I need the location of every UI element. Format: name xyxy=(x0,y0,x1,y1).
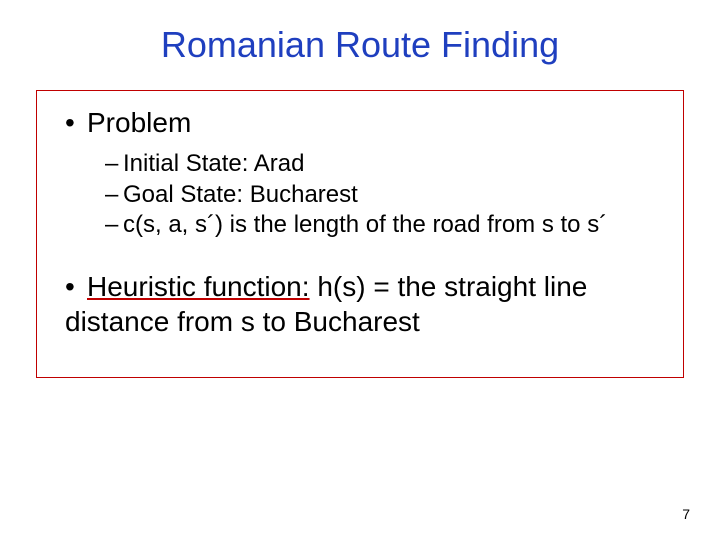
slide-title: Romanian Route Finding xyxy=(36,24,684,66)
problem-item: –c(s, a, s´) is the length of the road f… xyxy=(105,210,663,241)
problem-item: –Goal State: Bucharest xyxy=(105,180,663,211)
problem-item: –Initial State: Arad xyxy=(105,149,663,180)
dash-icon: – xyxy=(105,180,123,211)
problem-heading-text: Problem xyxy=(87,107,191,138)
slide: Romanian Route Finding •Problem –Initial… xyxy=(0,0,720,540)
heuristic-label: Heuristic function: xyxy=(87,271,310,302)
problem-item-text: Goal State: Bucharest xyxy=(123,181,358,208)
page-number: 7 xyxy=(682,506,690,522)
spacer xyxy=(57,241,663,269)
content-box: •Problem –Initial State: Arad –Goal Stat… xyxy=(36,90,684,378)
bullet-dot-icon: • xyxy=(65,107,87,139)
problem-item-text: c(s, a, s´) is the length of the road fr… xyxy=(123,211,607,238)
dash-icon: – xyxy=(105,149,123,180)
heuristic-line: •Heuristic function: h(s) = the straight… xyxy=(65,269,663,339)
bullet-dot-icon: • xyxy=(65,269,87,304)
dash-icon: – xyxy=(105,210,123,241)
problem-heading: •Problem xyxy=(65,107,663,139)
problem-item-text: Initial State: Arad xyxy=(123,150,304,177)
